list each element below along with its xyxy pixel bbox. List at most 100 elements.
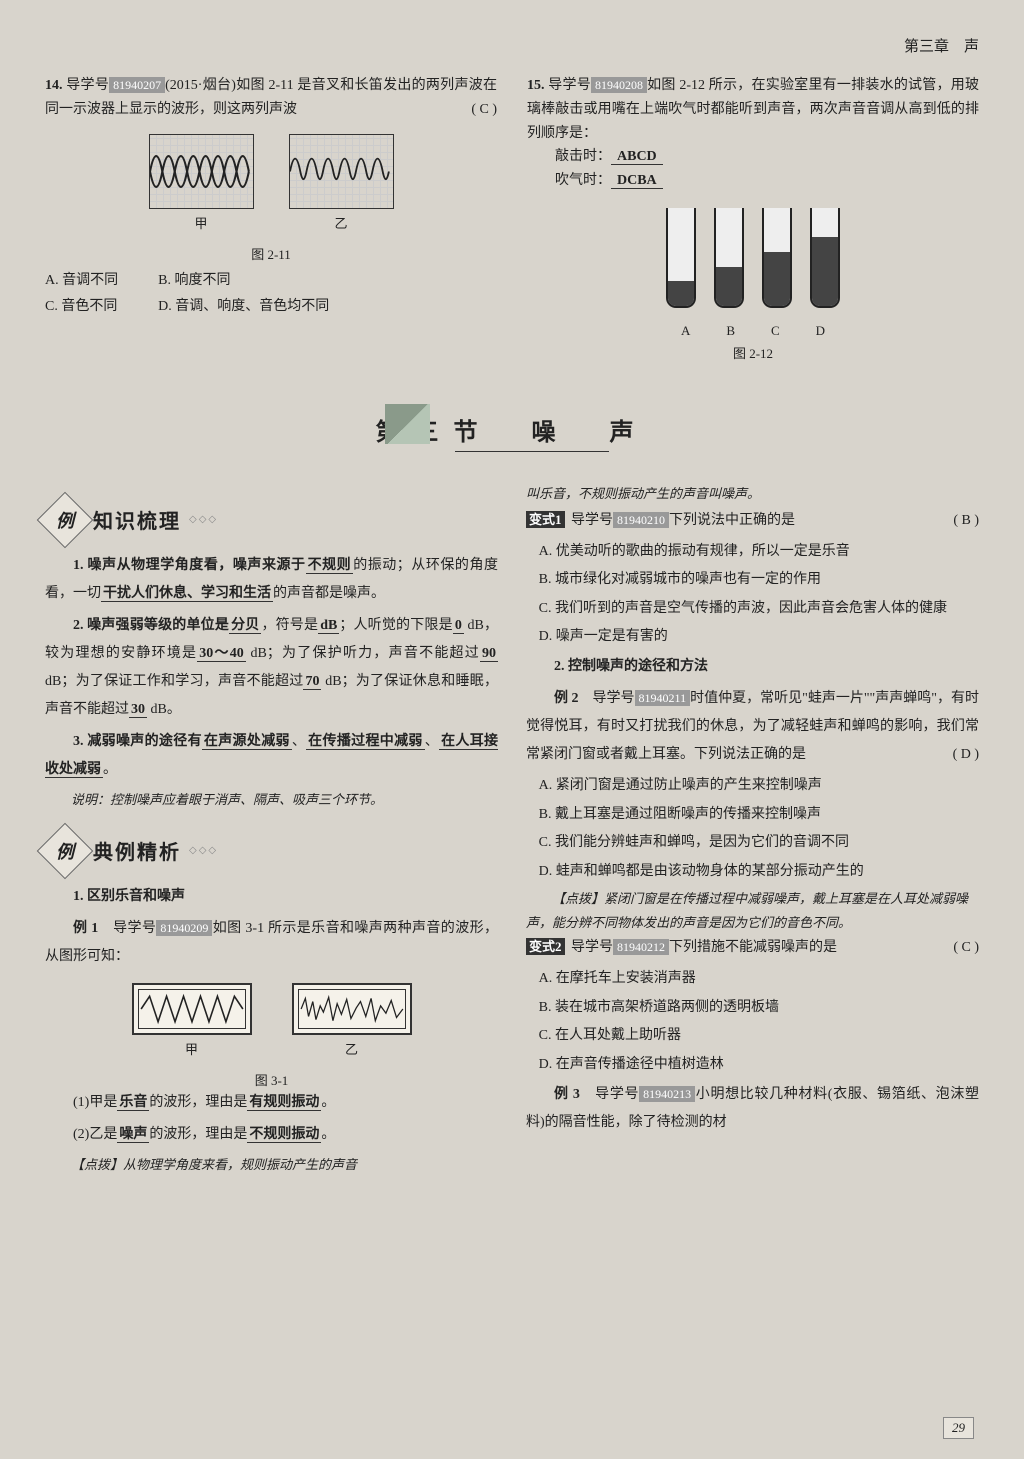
bs2-options: A. 在摩托车上安装消声器 B. 装在城市高架桥道路两侧的透明板墙 C. 在人耳… bbox=[526, 966, 979, 1078]
guide-id: 81940209 bbox=[156, 920, 212, 936]
hit-answer: ABCD bbox=[611, 149, 663, 165]
guide-id: 81940207 bbox=[109, 77, 165, 93]
u: 乐音 bbox=[117, 1095, 149, 1111]
opt-c: C. 我们能分辨蛙声和蝉鸣，是因为它们的音调不同 bbox=[557, 830, 979, 857]
answer: ( D ) bbox=[925, 741, 979, 769]
t: 3. 减弱噪声的途径有 bbox=[73, 734, 202, 749]
tube-a bbox=[666, 208, 696, 308]
question-15: 15. 导学号81940208如图 2-12 所示，在实验室里有一排装水的试管，… bbox=[527, 74, 979, 362]
question-14: 14. 导学号81940207(2015·烟台)如图 2-11 是音叉和长笛发出… bbox=[45, 74, 497, 362]
opt-a: A. 紧闭门窗是通过防止噪声的产生来控制噪声 bbox=[557, 773, 979, 800]
t: 导学号 bbox=[595, 1087, 639, 1102]
answer: ( C ) bbox=[953, 934, 979, 962]
ex3-text: 例 3 导学号81940213小明想比较几种材料(衣服、锡箔纸、泡沫塑料)的隔音… bbox=[526, 1081, 979, 1137]
tube-b bbox=[714, 208, 744, 308]
u: 在声源处减弱 bbox=[202, 734, 292, 750]
u: 30～40 bbox=[197, 646, 245, 662]
bianshi-tag: 变式1 bbox=[526, 511, 565, 528]
u: dB bbox=[318, 618, 339, 634]
t: 2. 噪声强弱等级的单位是 bbox=[73, 618, 229, 633]
ex2-dianba: 【点拨】紧闭门窗是在传播过程中减弱噪声，戴上耳塞是在人耳处减弱噪声，能分辨不同物… bbox=[526, 887, 979, 934]
label-yi: 乙 bbox=[289, 213, 394, 232]
t: 、 bbox=[425, 734, 439, 749]
guide-id: 81940211 bbox=[635, 690, 691, 706]
opt-a: A. 在摩托车上安装消声器 bbox=[557, 966, 979, 993]
bianshi1: 变式1 导学号81940210下列说法中正确的是 ( B ) bbox=[526, 507, 979, 535]
label-jia: 甲 bbox=[132, 1039, 252, 1058]
opt-c: C. 音色不同 bbox=[45, 295, 118, 315]
fig-3-1: 甲 乙 bbox=[45, 983, 498, 1058]
label-yi: 乙 bbox=[292, 1039, 412, 1058]
opt-d: D. 音调、响度、音色均不同 bbox=[158, 295, 329, 315]
t: 下列说法中正确的是 bbox=[669, 513, 795, 528]
t: 1. 噪声从物理学角度看，噪声来源于 bbox=[73, 558, 306, 573]
diamond-icon: 例 bbox=[37, 492, 94, 549]
section-3-title: 第三节 噪 声 bbox=[45, 412, 979, 447]
chapter-header: 第三章 声 bbox=[45, 35, 979, 56]
blow-label: 吹气时： bbox=[555, 173, 611, 188]
tl-d: D bbox=[816, 323, 825, 339]
guide-label: 导学号 bbox=[66, 78, 109, 93]
t: 导学号 bbox=[571, 513, 613, 528]
opt-d: D. 蛙声和蝉鸣都是由该动物身体的某部分振动产生的 bbox=[557, 859, 979, 886]
u: 不规则 bbox=[306, 558, 354, 574]
wave-yi bbox=[289, 134, 394, 209]
u: 0 bbox=[453, 618, 464, 634]
q14-answer: ( C ) bbox=[471, 98, 497, 122]
opt-b: B. 装在城市高架桥道路两侧的透明板墙 bbox=[557, 995, 979, 1022]
ex1-text: 例 1 导学号81940209如图 3-1 所示是乐音和噪声两种声音的波形，从图… bbox=[45, 915, 498, 971]
tube-c bbox=[762, 208, 792, 308]
wave-yi-2 bbox=[292, 983, 412, 1035]
tube-d bbox=[810, 208, 840, 308]
tl-c: C bbox=[771, 323, 780, 339]
decor-diamonds: ◇◇◇ bbox=[189, 845, 218, 856]
bs1-options: A. 优美动听的歌曲的振动有规律，所以一定是乐音 B. 城市绿化对减弱城市的噪声… bbox=[526, 539, 979, 651]
diamond-icon: 例 bbox=[37, 822, 94, 879]
u: 干扰人们休息、学习和生活 bbox=[101, 586, 273, 602]
examples-header: 例 典例精析 ◇◇◇ bbox=[45, 831, 498, 871]
opt-a: A. 优美动听的歌曲的振动有规律，所以一定是乐音 bbox=[557, 539, 979, 566]
knowledge-note: 说明：控制噪声应着眼于消声、隔声、吸声三个环节。 bbox=[45, 788, 498, 813]
u: 在传播过程中减弱 bbox=[306, 734, 425, 750]
sub2-title: 典例精析 bbox=[93, 836, 181, 865]
decor-diamonds: ◇◇◇ bbox=[189, 514, 218, 525]
ex2-text: 例 2 导学号81940211时值仲夏，常听见"蛙声一片""声声蝉鸣"，有时觉得… bbox=[526, 685, 979, 769]
opt-b: B. 响度不同 bbox=[158, 269, 329, 289]
left-column: 例 知识梳理 ◇◇◇ 1. 噪声从物理学角度看，噪声来源于不规则的振动；从环保的… bbox=[45, 482, 498, 1176]
wave-jia bbox=[149, 134, 254, 209]
t: 导学号 bbox=[593, 691, 635, 706]
guide-id: 81940208 bbox=[591, 77, 647, 93]
wave-jia-2 bbox=[132, 983, 252, 1035]
t: dB。 bbox=[147, 702, 181, 717]
t: ，符号是 bbox=[261, 618, 318, 633]
t: (1)甲是 bbox=[73, 1095, 117, 1110]
guide-id: 81940213 bbox=[639, 1086, 695, 1102]
ex2-heading: 2. 控制噪声的途径和方法 bbox=[526, 653, 979, 681]
guide-id: 81940210 bbox=[613, 512, 669, 528]
ex1-a1: (1)甲是乐音的波形，理由是有规则振动。 bbox=[45, 1089, 498, 1117]
t: dB；为了保护听力，声音不能超过 bbox=[246, 646, 480, 661]
page-number: 29 bbox=[943, 1417, 974, 1439]
q14-options: A. 音调不同 C. 音色不同 B. 响度不同 D. 音调、响度、音色均不同 bbox=[45, 269, 497, 315]
tube-labels: A B C D bbox=[527, 323, 979, 339]
u: 有规则振动 bbox=[247, 1095, 321, 1111]
t: 的波形，理由是 bbox=[149, 1127, 247, 1142]
hit-label: 敲击时： bbox=[555, 149, 611, 164]
knowledge-p3: 3. 减弱噪声的途径有在声源处减弱、在传播过程中减弱、在人耳接收处减弱。 bbox=[45, 728, 498, 784]
t: 的声音都是噪声。 bbox=[273, 586, 385, 601]
opt-b: B. 戴上耳塞是通过阻断噪声的传播来控制噪声 bbox=[557, 802, 979, 829]
main-two-column: 例 知识梳理 ◇◇◇ 1. 噪声从物理学角度看，噪声来源于不规则的振动；从环保的… bbox=[45, 482, 979, 1176]
opt-d: D. 噪声一定是有害的 bbox=[557, 624, 979, 651]
opt-d: D. 在声音传播途径中植树造林 bbox=[557, 1052, 979, 1079]
q14-number: 14. bbox=[45, 78, 63, 93]
tl-b: B bbox=[726, 323, 735, 339]
top-questions: 14. 导学号81940207(2015·烟台)如图 2-11 是音叉和长笛发出… bbox=[45, 74, 979, 362]
label-jia: 甲 bbox=[149, 213, 254, 232]
opt-c: C. 我们听到的声音是空气传播的声波，因此声音会危害人体的健康 bbox=[557, 596, 979, 623]
answer: ( B ) bbox=[953, 507, 979, 535]
t: 。 bbox=[103, 762, 117, 777]
right-column: 叫乐音，不规则振动产生的声音叫噪声。 变式1 导学号81940210下列说法中正… bbox=[526, 482, 979, 1176]
bianshi-tag: 变式2 bbox=[526, 938, 565, 955]
opt-b: B. 城市绿化对减弱城市的噪声也有一定的作用 bbox=[557, 567, 979, 594]
u: 噪声 bbox=[117, 1127, 149, 1143]
